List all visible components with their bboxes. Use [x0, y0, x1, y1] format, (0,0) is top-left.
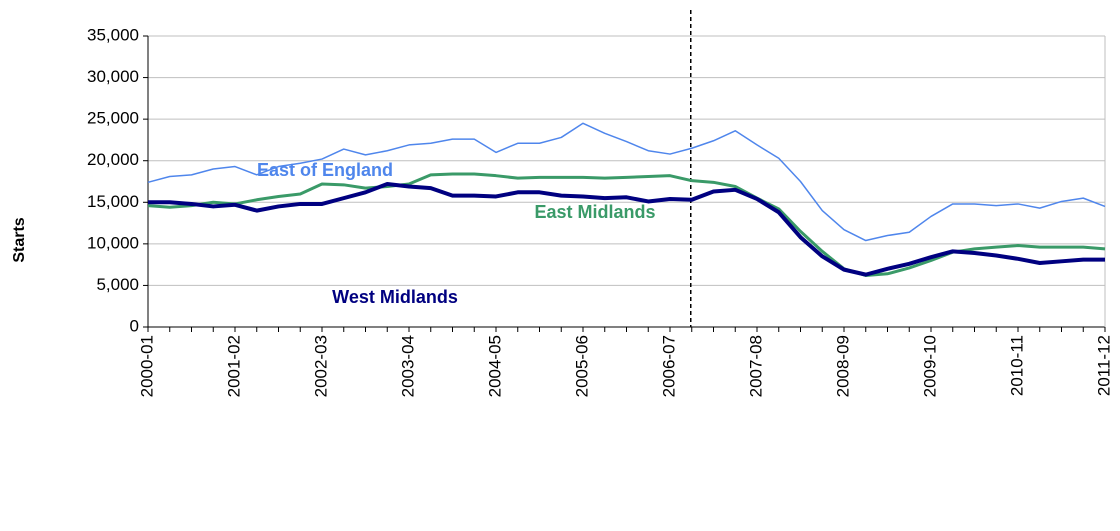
- x-tick-label: 2004-05: [485, 335, 504, 397]
- series-line: [147, 122, 1106, 242]
- x-tick-label: 2010-11: [1007, 335, 1026, 396]
- x-tick-label: 2002-03: [311, 335, 330, 397]
- y-tick-label: 30,000: [87, 67, 139, 86]
- x-tick-label: 2009-10: [920, 335, 939, 397]
- y-axis-label: Starts: [11, 217, 28, 262]
- y-tick-label: 0: [130, 316, 139, 335]
- x-tick-label: 2007-08: [746, 335, 765, 397]
- y-tick-label: 35,000: [87, 25, 139, 44]
- y-tick-label: 5,000: [96, 275, 139, 294]
- x-tick-label: 2000-01: [137, 335, 156, 397]
- y-tick-label: 25,000: [87, 109, 139, 128]
- series-label: East of England: [257, 160, 393, 180]
- x-tick-label: 2008-09: [833, 335, 852, 397]
- series-label: East Midlands: [534, 202, 655, 222]
- y-tick-label: 10,000: [87, 233, 139, 252]
- series-label: West Midlands: [332, 287, 458, 307]
- series-line: [148, 181, 1105, 277]
- x-tick-label: 2001-02: [224, 335, 243, 397]
- y-tick-label: 20,000: [87, 150, 139, 169]
- x-tick-label: 2003-04: [398, 335, 417, 397]
- x-tick-label: 2006-07: [659, 335, 678, 397]
- x-tick-label: 2005-06: [572, 335, 591, 397]
- series-line: [147, 172, 1106, 277]
- y-tick-label: 15,000: [87, 192, 139, 211]
- x-tick-label: 2011-12: [1094, 335, 1113, 396]
